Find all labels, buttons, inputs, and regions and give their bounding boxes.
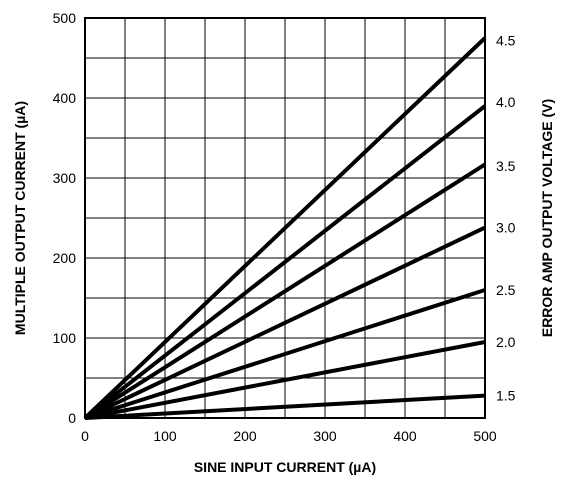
y-tick-label: 100 — [53, 330, 77, 346]
y2-tick-label: 4.5 — [496, 32, 516, 48]
tick-labels: 0 100 200 300 400 500 0 100 200 300 400 500 1.5 2.0 2.… — [53, 10, 516, 444]
x-tick-label: 0 — [81, 428, 89, 444]
series-line — [83, 162, 487, 420]
chart-series-group — [83, 36, 487, 420]
series-line — [84, 225, 486, 420]
series-line — [83, 104, 487, 420]
y2-tick-label: 3.0 — [496, 220, 516, 236]
x-tick-label: 500 — [473, 428, 497, 444]
series-line — [84, 288, 486, 420]
y2-tick-label: 2.0 — [496, 334, 516, 350]
x-tick-label: 300 — [313, 428, 337, 444]
y-tick-label: 0 — [68, 410, 76, 426]
x-tick-label: 200 — [233, 428, 257, 444]
y-tick-label: 400 — [53, 90, 77, 106]
y-axis-title: MULTIPLE OUTPUT CURRENT (µA) — [12, 101, 28, 335]
y-tick-label: 200 — [53, 250, 77, 266]
y-tick-label: 300 — [53, 170, 77, 186]
y2-tick-label: 4.0 — [496, 94, 516, 110]
y2-tick-label: 3.5 — [496, 158, 516, 174]
plot-frame — [84, 17, 486, 419]
series-line — [84, 393, 486, 420]
y2-axis-title: ERROR AMP OUTPUT VOLTAGE (V) — [539, 99, 555, 337]
y2-tick-label: 1.5 — [496, 388, 516, 404]
chart-grid — [85, 18, 485, 418]
series-line — [84, 340, 486, 420]
x-axis-title: SINE INPUT CURRENT (µA) — [194, 459, 376, 475]
x-tick-label: 400 — [393, 428, 417, 444]
series-line — [83, 36, 487, 420]
y2-tick-label: 2.5 — [496, 282, 516, 298]
y-tick-label: 500 — [53, 10, 77, 26]
x-tick-label: 100 — [153, 428, 177, 444]
